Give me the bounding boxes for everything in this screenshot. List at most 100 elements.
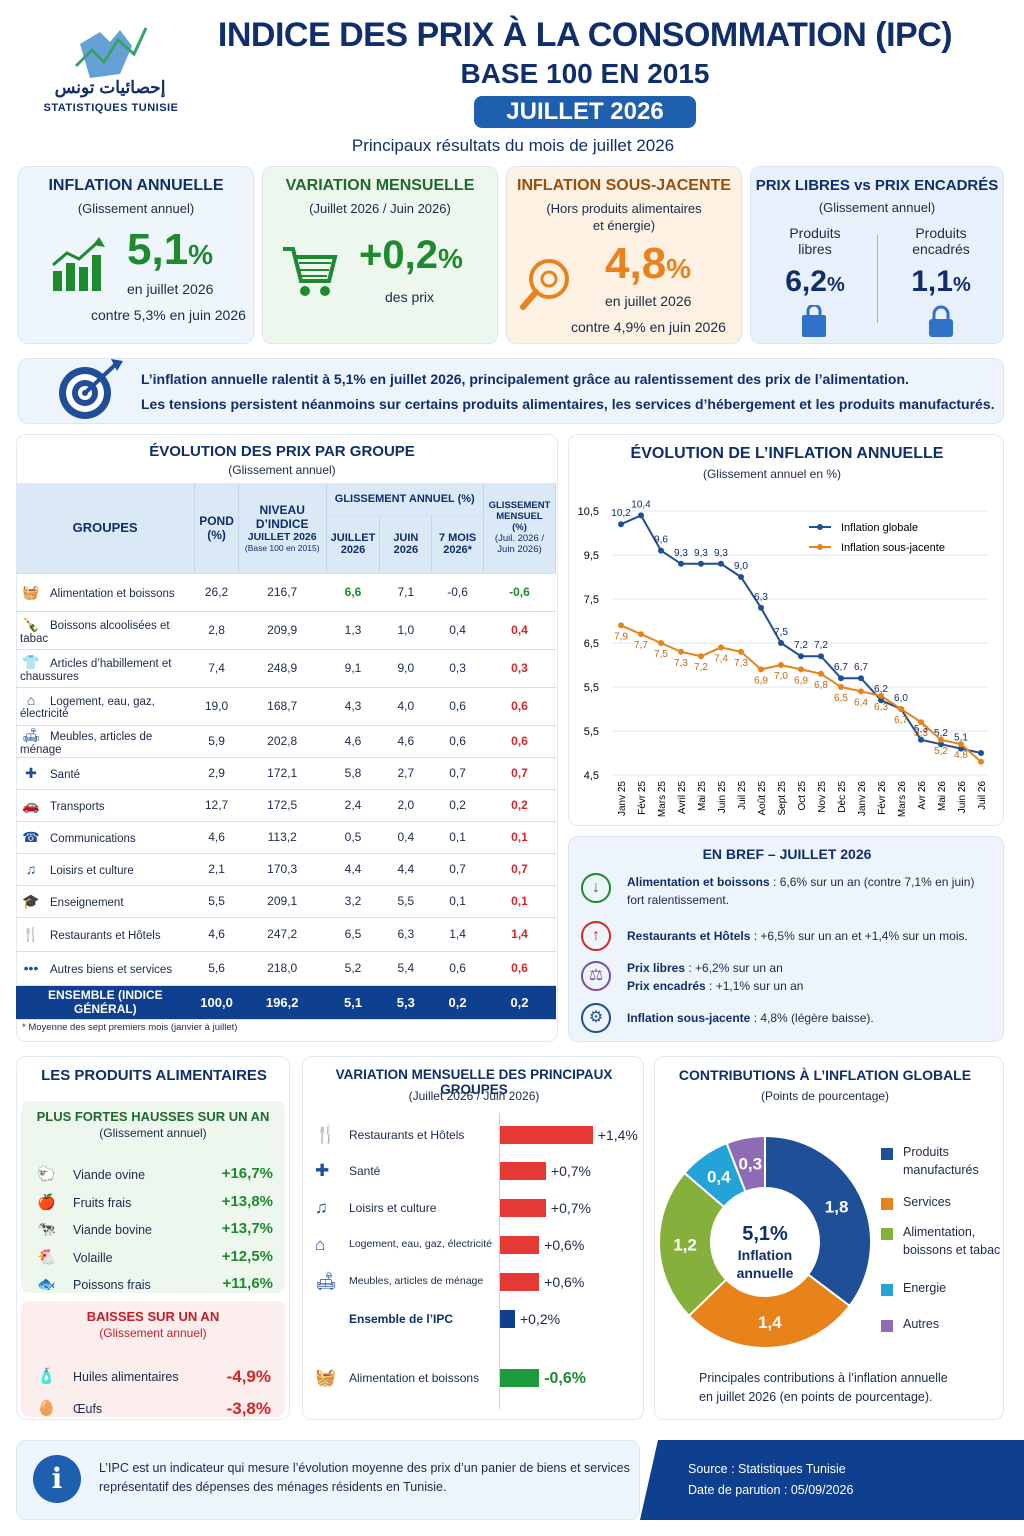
y-tick-label: 6,5 (584, 638, 599, 650)
en-bref-bold: Inflation sous-jacente (627, 1011, 751, 1025)
header-pond-1: POND (199, 513, 234, 528)
bar-chart-up-icon (52, 237, 105, 291)
table-total-row: ENSEMBLE (INDICE GÉNÉRAL) 100,0 196,2 5,… (16, 985, 556, 1020)
food-up-title: PLUS FORTES HAUSSES SUR UN AN (36, 1109, 270, 1124)
info-text-1: L’IPC est un indicateur qui mesure l’évo… (99, 1461, 630, 1475)
juin-cell: 9,0 (379, 649, 432, 688)
bar-value: +0,6% (544, 1274, 585, 1290)
table-footnote: * Moyenne des sept premiers mois (janvie… (22, 1022, 238, 1033)
bar-label: Meubles, articles de ménage (349, 1275, 484, 1287)
data-label: 7,7 (634, 640, 648, 651)
juillet-cell: 3,2 (326, 885, 380, 918)
x-tick-label: Août 25 (757, 781, 768, 816)
y-tick-label: 9,5 (584, 550, 599, 562)
data-point (618, 521, 624, 528)
table-subtitle: (Glissement annuel) (228, 463, 336, 477)
juillet-cell: 2,4 (326, 789, 380, 822)
glissement-mensuel-cell: 0,7 (483, 853, 556, 886)
caption: Principaux résultats du mois de juillet … (351, 136, 675, 155)
niveau-cell: 202,8 (238, 725, 326, 758)
footer-source: Source : Statistiques Tunisie Date de pa… (640, 1440, 1024, 1520)
libres-label-1: Produits (789, 225, 841, 241)
fish-icon: 🐟 (37, 1276, 56, 1293)
data-point (798, 653, 804, 660)
data-point (758, 604, 764, 611)
x-tick-label: Janv 25 (617, 781, 628, 816)
kpi-note: en juillet 2026 (127, 281, 214, 297)
monthly-subtitle: (Juillet 2026 / Juin 2026) (408, 1089, 540, 1103)
y-tick-label: 5,5 (584, 682, 599, 694)
en-bref-desc: : 6,6% sur un an (contre 7,1% en juin) (769, 875, 975, 889)
header-juillet: JUILLET 2026 (326, 515, 381, 574)
data-point (938, 736, 944, 743)
slice-label: 0,4 (707, 1168, 731, 1187)
zero-axis (499, 1113, 500, 1409)
glissement-mensuel-cell: 0,6 (483, 951, 556, 986)
niveau-cell: 209,1 (238, 885, 326, 918)
glissement-mensuel-cell: 0,1 (483, 821, 556, 854)
kpi-title: PRIX LIBRES vs PRIX ENCADRÉS (755, 177, 999, 194)
group-name-cell: ••• Autres biens et services (16, 951, 195, 986)
libres-unit: % (826, 274, 845, 296)
pond-cell: 7,4 (194, 649, 239, 688)
shopping-bag-icon (802, 305, 826, 337)
page-subtitle: BASE 100 EN 2015 (460, 58, 710, 89)
header-juillet-2: 2026 (340, 544, 366, 556)
scale-icon: ⚖ (581, 961, 611, 991)
juin-cell: 1,0 (379, 611, 432, 650)
oil-bottle-icon: 🧴 (37, 1368, 56, 1385)
table-row: 🎓 Enseignement 5,5 209,1 3,2 5,5 0,1 0,1 (16, 885, 556, 918)
group-name-cell: 🛋 Meubles, articles de ménage (16, 725, 195, 758)
sept-mois-cell: 0,7 (431, 757, 484, 790)
legend-label: Alimentation, (903, 1225, 976, 1239)
health-cross-icon: ✚ (315, 1161, 330, 1180)
libres-label: Produits libres (765, 225, 865, 257)
kpi-value: 5,1% (127, 225, 213, 275)
total-niv: 196,2 (238, 985, 326, 1020)
y-tick-label: 4,5 (584, 770, 599, 782)
data-label: 6,2 (874, 684, 888, 695)
data-label: 6,7 (834, 662, 848, 673)
group-name: Transports (50, 800, 105, 813)
kpi-inflation-annuelle: INFLATION ANNUELLE (Glissement annuel) 5… (18, 166, 254, 344)
header-7mois-1: 7 MOIS (438, 532, 477, 544)
food-name: Œufs (73, 1402, 103, 1416)
sept-mois-cell: 1,4 (431, 917, 484, 952)
donut-slice (725, 1134, 766, 1193)
en-bref-bold: Alimentation et boissons (627, 875, 770, 889)
bar-label: Alimentation et boissons (349, 1371, 480, 1385)
food-down-item: 🥚 Œufs -3,8% (37, 1399, 271, 1418)
total-juin: 5,3 (379, 985, 432, 1020)
publication-date: Date de parution : 05/09/2026 (688, 1483, 854, 1497)
x-tick-label: Mai 26 (937, 781, 948, 811)
en-bref-bold: Prix libres (627, 961, 686, 975)
line-chart: 10,5 9,5 7,5 6,5 5,5 5,5 4,5 Janv 25 Févr 25 Mars… (578, 499, 989, 817)
en-bref-text: Inflation sous-jacente : 4,8% (légère ba… (627, 1003, 993, 1033)
glissement-mensuel-cell: 0,4 (483, 611, 556, 650)
x-tick-label: Déc 25 (837, 781, 848, 813)
line-chart-title: ÉVOLUTION DE L’INFLATION ANNUELLE (630, 445, 944, 462)
cow-icon: 🐄 (37, 1221, 56, 1238)
data-point (778, 662, 784, 668)
total-pond: 100,0 (194, 985, 239, 1020)
food-value: +16,7% (221, 1165, 273, 1182)
food-down-box: BAISSES SUR UN AN (Glissement annuel) (21, 1301, 285, 1417)
data-label: 5,2 (934, 728, 948, 739)
logo-arabic: إحصائيات تونس (54, 78, 166, 97)
header-groupes: GROUPES (16, 483, 196, 574)
header-juin-2: 2026 (393, 544, 419, 556)
kpi-value: +0,2% (359, 233, 463, 278)
kpi-sub: (Glissement annuel) (818, 200, 936, 215)
donut-slice (764, 1134, 872, 1308)
car-icon: 🚗 (22, 796, 40, 813)
shopping-cart-icon (283, 247, 338, 296)
niveau-cell: 247,2 (238, 917, 326, 952)
group-name-cell: 🍴 Restaurants et Hôtels (16, 917, 195, 952)
data-label: 6,9 (754, 675, 768, 686)
glissement-mensuel-cell: 0,2 (483, 789, 556, 822)
data-label: 9,0 (734, 561, 748, 572)
legend-swatch (881, 1148, 893, 1160)
group-name-cell: ✚ Santé (16, 757, 195, 790)
donut-slice (687, 1273, 851, 1347)
footer-info: i L’IPC est un indicateur qui mesure l’é… (16, 1440, 640, 1520)
